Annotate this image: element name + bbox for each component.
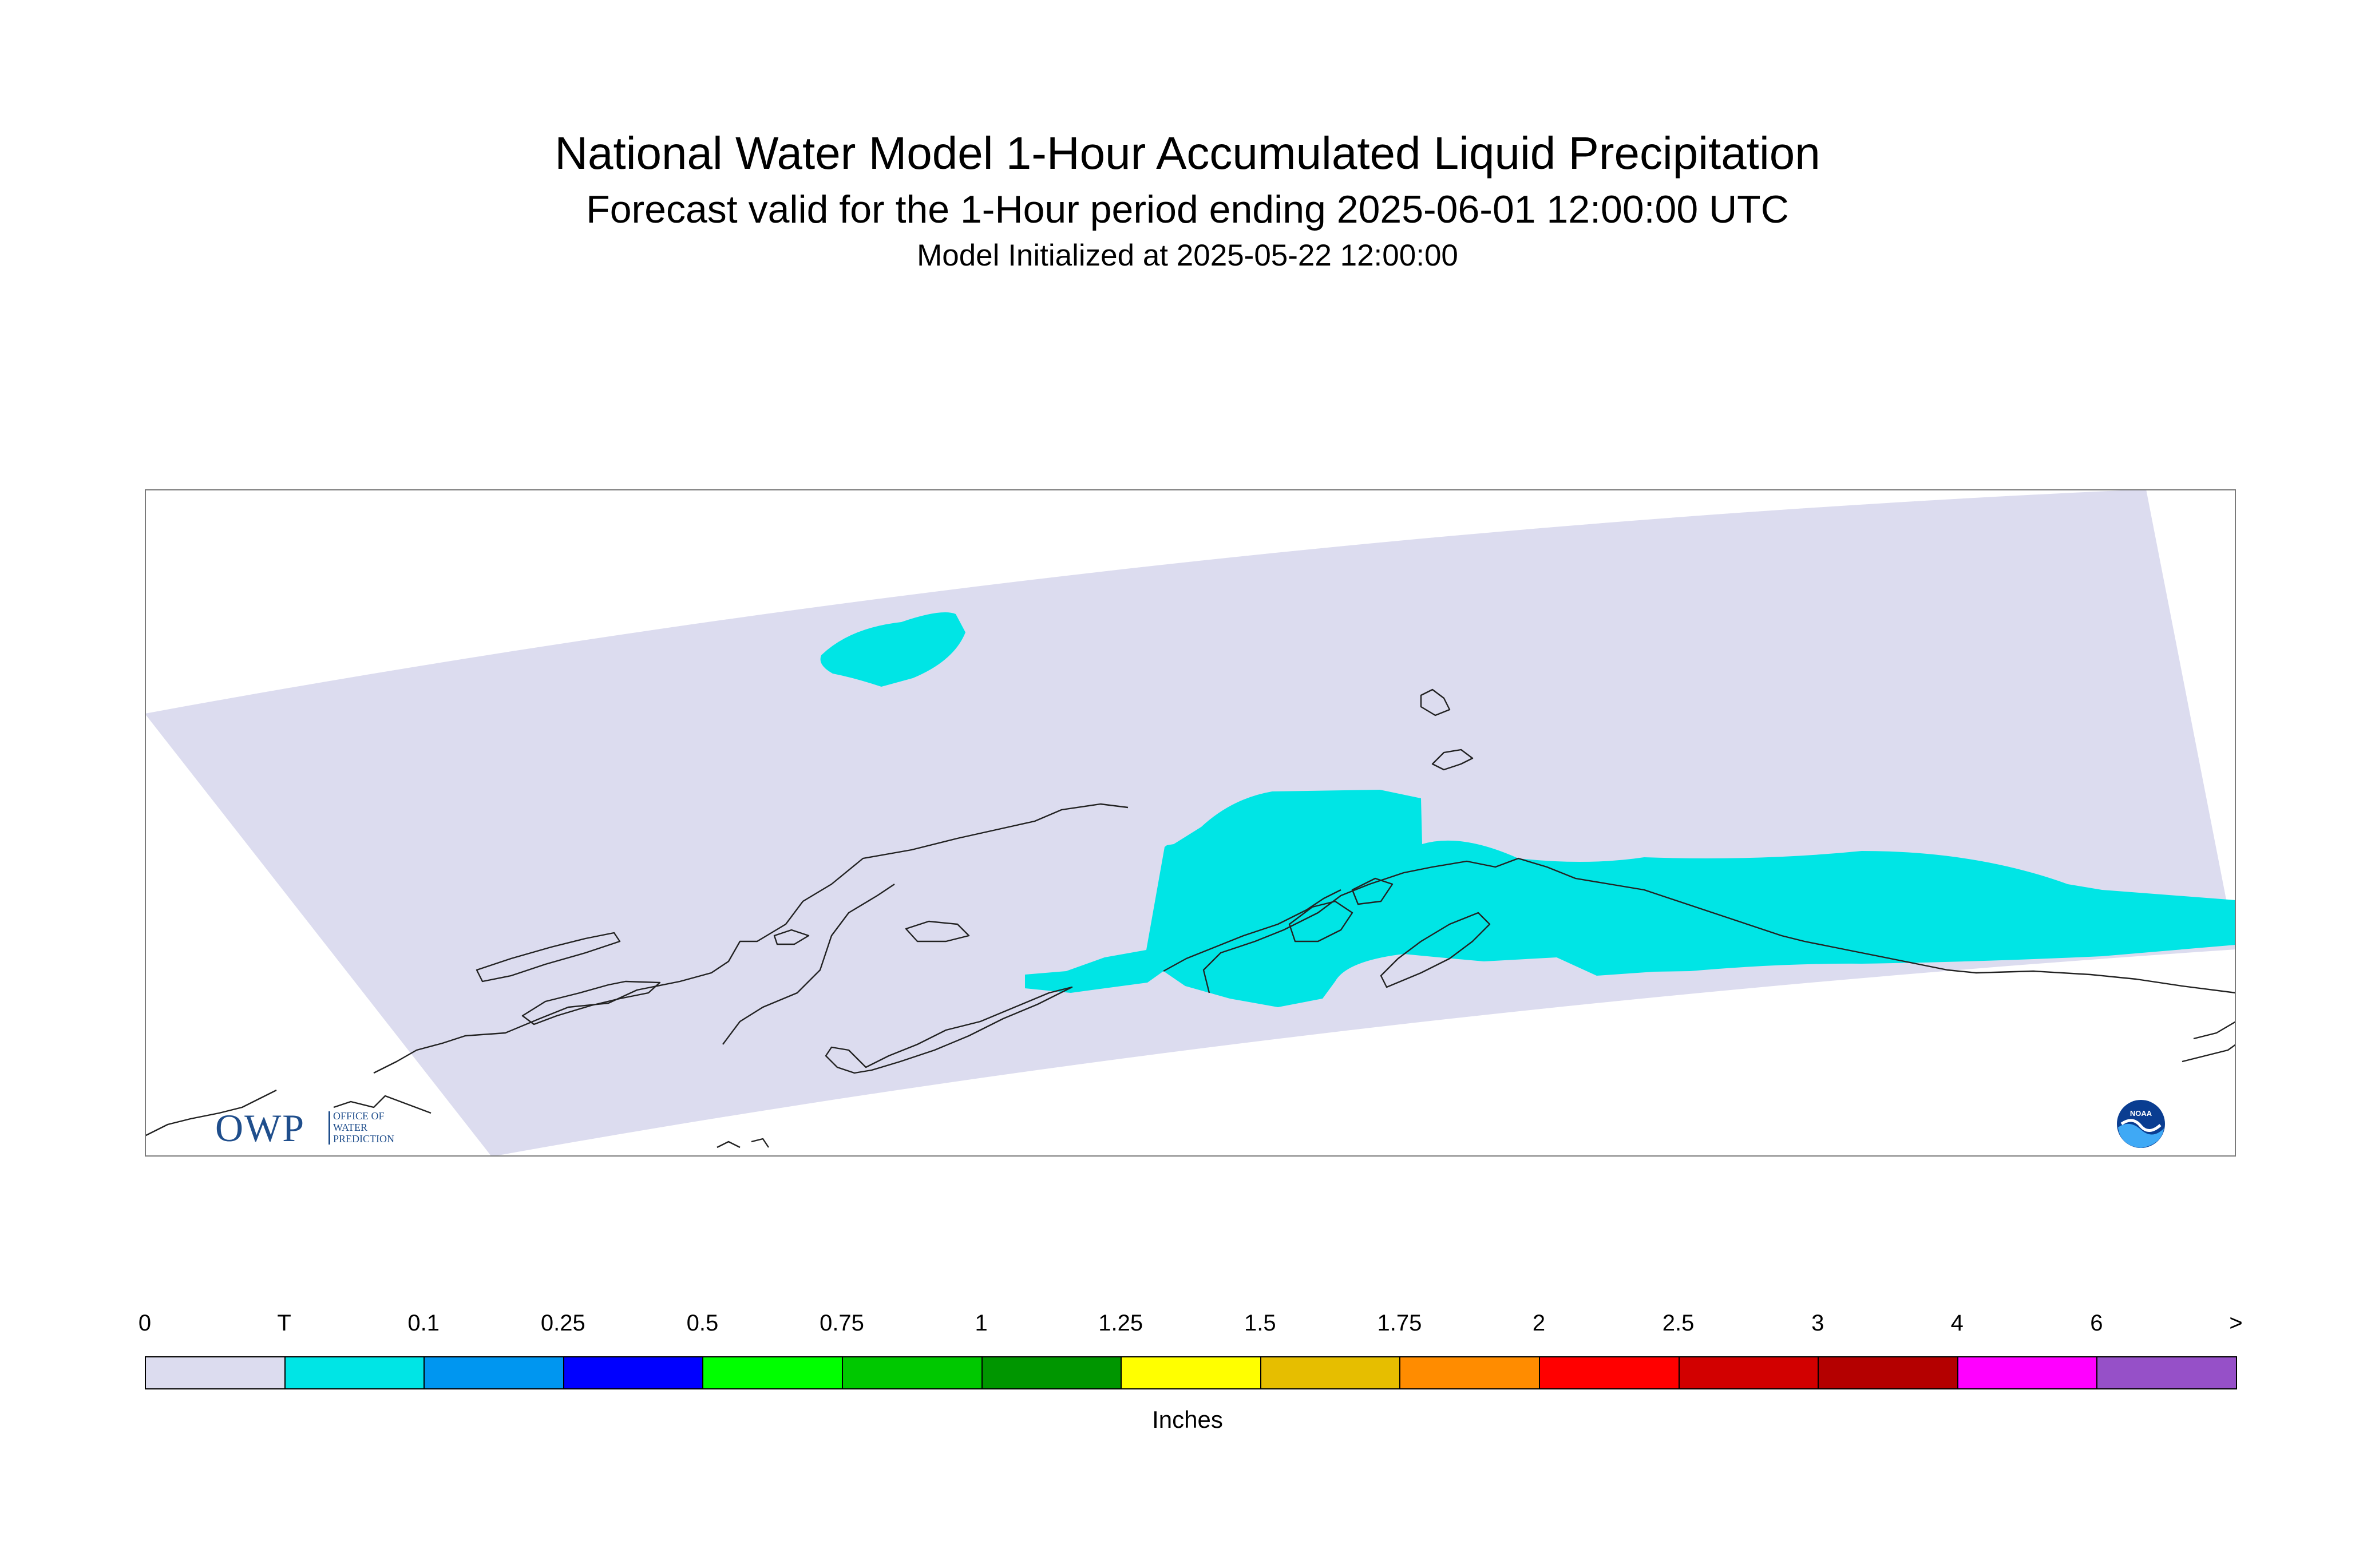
legend-tick-label: 4 — [1950, 1310, 1964, 1336]
legend-color-box — [2096, 1356, 2237, 1389]
owp-logo-text: OWP — [215, 1106, 306, 1150]
legend-tick-label: 1.5 — [1244, 1310, 1276, 1336]
legend-tick-label: 0.25 — [540, 1310, 585, 1336]
legend-color-box — [145, 1356, 286, 1389]
owp-logo-line1: OFFICE OF — [333, 1110, 385, 1122]
legend-color-box — [1678, 1356, 1819, 1389]
legend-color-box — [563, 1356, 704, 1389]
noaa-logo-text: NOAA — [2130, 1109, 2152, 1118]
legend-color-box — [423, 1356, 564, 1389]
legend-color-box — [842, 1356, 983, 1389]
st-matthew-island — [773, 929, 810, 945]
legend-tick-label: 3 — [1811, 1310, 1824, 1336]
map-subtitle: Forecast valid for the 1-Hour period end… — [586, 188, 1789, 231]
noaa-seal-icon: NOAA — [2117, 1100, 2165, 1148]
inlet-outline — [1380, 912, 1491, 988]
owp-logo-divider — [328, 1111, 330, 1145]
chukotka-coast — [145, 1089, 277, 1137]
legend-tick-label: T — [277, 1310, 291, 1336]
legend-tick-label: > — [2229, 1310, 2243, 1336]
canada-coast — [2182, 1020, 2236, 1063]
precipitation-map — [145, 489, 2236, 1157]
legend-color-box — [702, 1356, 843, 1389]
legend-tick-label: 1.75 — [1377, 1310, 1422, 1336]
legend-tick-label: 1.25 — [1098, 1310, 1143, 1336]
legend-color-box — [1818, 1356, 1958, 1389]
legend-tick-label: 0.1 — [407, 1310, 440, 1336]
legend-color-box — [1539, 1356, 1680, 1389]
legend-color-box — [1121, 1356, 1261, 1389]
arctic-island — [1420, 688, 1451, 716]
legend-color-box — [1399, 1356, 1540, 1389]
legend-color-box — [1260, 1356, 1401, 1389]
map-title: National Water Model 1-Hour Accumulated … — [555, 128, 1820, 179]
legend-color-box — [981, 1356, 1122, 1389]
kuskokwim-coast — [722, 884, 895, 1045]
st-lawrence-island — [476, 932, 621, 983]
seward-peninsula — [521, 980, 661, 1025]
legend-color-box — [1957, 1356, 2098, 1389]
legend-color-box — [284, 1356, 425, 1389]
bristol-bay-coast — [1202, 857, 2236, 994]
coastlines — [145, 688, 2236, 1149]
precip-area-north — [820, 612, 965, 687]
aleutian-islands — [717, 1138, 769, 1149]
arctic-island-2 — [1431, 749, 1474, 771]
owp-logo-line3: PREDICTION — [333, 1133, 394, 1145]
color-legend: 0 T 0.1 0.25 0.5 0.75 1 1.25 1.5 1.75 2 2.5 3 4 6 > — [138, 1310, 2243, 1431]
precip-areas — [820, 612, 2236, 1007]
owp-logo-line2: WATER — [333, 1122, 367, 1133]
model-domain — [145, 489, 2236, 1157]
yukon-delta-coast — [825, 986, 1073, 1074]
model-init-line: Model Initialized at 2025-05-22 12:00:00 — [917, 239, 1458, 272]
alaska-west-coast — [373, 803, 1129, 1074]
kodiak-island — [1288, 900, 1353, 943]
legend-tick-label: 0.5 — [686, 1310, 719, 1336]
nunivak-island — [905, 920, 970, 943]
chukotka-coast-2 — [333, 1095, 432, 1114]
owp-logo: OWP OFFICE OF WATER PREDICTION — [215, 1108, 433, 1148]
alaska-peninsula — [1163, 889, 1341, 972]
legend-tick-label: 2.5 — [1662, 1310, 1695, 1336]
legend-units-label: Inches — [1152, 1406, 1223, 1433]
legend-tick-label: 1 — [975, 1310, 988, 1336]
legend-tick-label: 0 — [138, 1310, 152, 1336]
precip-area-south — [1025, 790, 2236, 1007]
kodiak-island-2 — [1351, 877, 1394, 905]
legend-tick-label: 0.75 — [820, 1310, 864, 1336]
legend-tick-label: 6 — [2090, 1310, 2103, 1336]
legend-tick-label: 2 — [1532, 1310, 1546, 1336]
